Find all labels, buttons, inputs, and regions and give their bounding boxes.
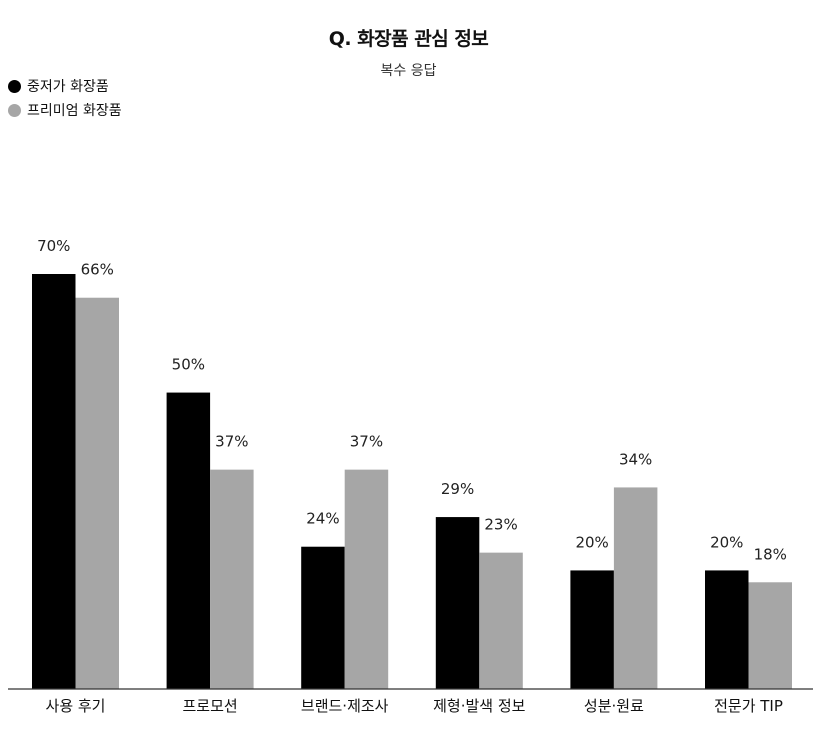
bar-budget-texture-color [435,517,480,689]
category-label-use-review: 사용 후기 [46,697,106,715]
category-label-texture-color: 제형·발색 정보 [433,697,526,715]
bar-premium-ingredients [613,487,658,689]
data-label-premium-promotion: 37% [215,433,248,451]
data-label-premium-brand-maker: 37% [350,433,383,451]
bar-budget-use-review [32,274,76,689]
bar-budget-promotion [166,392,211,689]
bar-budget-ingredients [570,570,614,689]
data-label-budget-use-review: 70% [37,237,70,255]
legend-swatch-premium [8,103,21,117]
legend-item-budget: 중저가 화장품 [8,74,122,98]
bar-budget-expert-tip [705,570,749,689]
legend-label-budget: 중저가 화장품 [27,79,109,95]
chart-subtitle: 복수 응답 [380,63,437,79]
data-label-premium-ingredients: 34% [619,450,652,468]
bar-premium-texture-color [479,552,523,689]
category-label-ingredients: 성분·원료 [584,697,644,715]
category-label-expert-tip: 전문가 TIP [714,697,783,715]
category-label-promotion: 프로모션 [182,697,237,715]
data-label-budget-texture-color: 29% [441,480,474,498]
bar-budget-brand-maker [301,546,345,689]
data-label-budget-brand-maker: 24% [306,510,339,528]
data-label-budget-promotion: 50% [172,356,205,374]
data-label-premium-expert-tip: 18% [754,545,787,563]
legend-item-premium: 프리미엄 화장품 [8,98,122,122]
chart-title: Q. 화장품 관심 정보 [328,28,489,50]
bar-premium-brand-maker [344,469,389,689]
data-label-premium-use-review: 66% [81,261,114,279]
legend-label-premium: 프리미엄 화장품 [27,103,122,119]
data-label-budget-expert-tip: 20% [710,533,743,551]
bar-premium-use-review [75,297,119,689]
data-label-premium-texture-color: 23% [484,516,517,534]
data-label-budget-ingredients: 20% [575,533,608,551]
bar-premium-promotion [210,469,254,689]
bar-premium-expert-tip [748,582,792,689]
category-label-brand-maker: 브랜드·제조사 [301,697,389,715]
legend-swatch-budget [8,79,21,93]
legend: 중저가 화장품 프리미엄 화장품 [8,74,122,122]
